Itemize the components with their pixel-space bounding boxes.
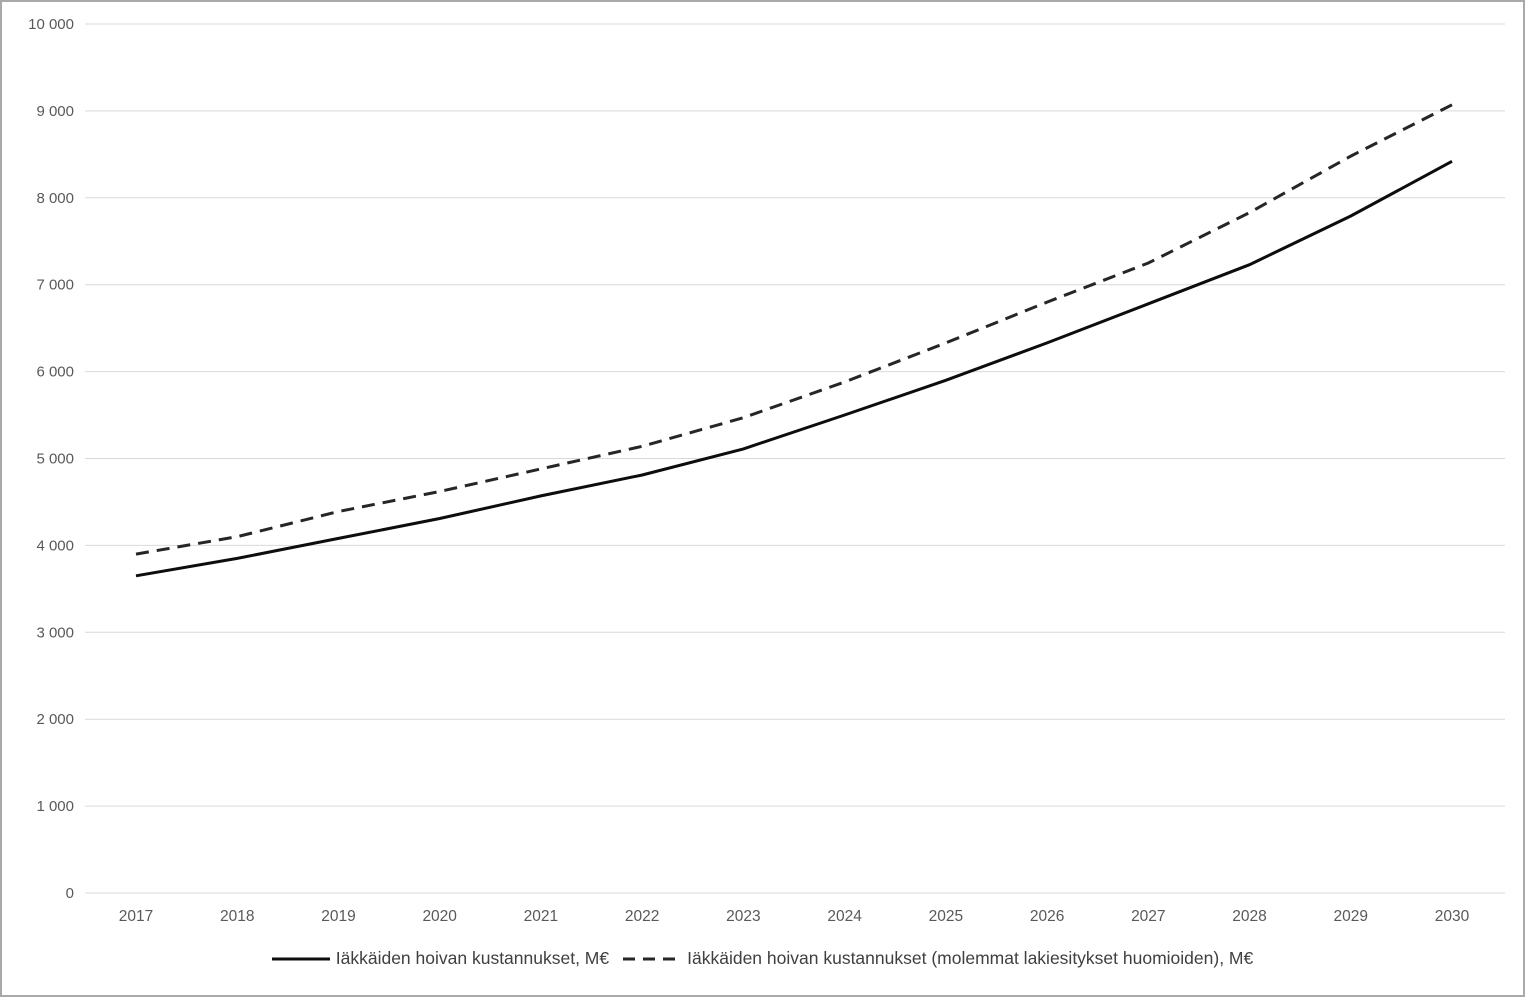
x-axis-tick-label: 2018 xyxy=(220,908,254,925)
solid-line-icon xyxy=(271,957,330,960)
series-line-solid xyxy=(135,159,1453,578)
x-axis-tick-label: 2026 xyxy=(1030,908,1064,925)
y-axis-tick-label: 1 000 xyxy=(36,798,74,815)
series-line-dashed xyxy=(135,103,1453,556)
y-axis-tick-label: 9 000 xyxy=(36,103,74,120)
x-axis-tick-label: 2021 xyxy=(524,908,558,925)
x-axis-tick-label: 2028 xyxy=(1232,908,1266,925)
y-axis-tick-label: 6 000 xyxy=(36,364,74,381)
y-axis-tick-label: 5 000 xyxy=(36,451,74,468)
y-axis-tick-label: 4 000 xyxy=(36,537,74,554)
y-axis-tick-label: 3 000 xyxy=(36,624,74,641)
chart-legend: Iäkkäiden hoivan kustannukset, M€ Iäkkäi… xyxy=(2,948,1523,969)
legend-item-solid: Iäkkäiden hoivan kustannukset, M€ xyxy=(271,948,610,969)
y-axis-tick-label: 2 000 xyxy=(36,711,74,728)
y-axis-tick-label: 7 000 xyxy=(36,277,74,294)
y-axis-tick-label: 8 000 xyxy=(36,190,74,207)
x-axis-tick-label: 2017 xyxy=(119,908,153,925)
dashed-line-icon xyxy=(623,957,682,960)
x-axis-tick-label: 2029 xyxy=(1334,908,1368,925)
x-axis-tick-label: 2024 xyxy=(827,908,862,925)
x-axis-tick-label: 2023 xyxy=(726,908,760,925)
x-axis-tick-label: 2020 xyxy=(422,908,457,925)
legend-label-solid: Iäkkäiden hoivan kustannukset, M€ xyxy=(335,948,610,968)
y-axis-tick-label: 0 xyxy=(66,885,74,902)
legend-label-dashed: Iäkkäiden hoivan kustannukset (molemmat … xyxy=(687,948,1254,968)
x-axis-tick-label: 2019 xyxy=(321,908,355,925)
x-axis-tick-label: 2027 xyxy=(1131,908,1165,925)
x-axis-tick-label: 2030 xyxy=(1435,908,1470,925)
x-axis-tick-label: 2022 xyxy=(625,908,659,925)
legend-item-dashed: Iäkkäiden hoivan kustannukset (molemmat … xyxy=(623,948,1253,969)
y-axis-tick-label: 10 000 xyxy=(28,16,74,33)
x-axis-tick-label: 2025 xyxy=(929,908,963,925)
